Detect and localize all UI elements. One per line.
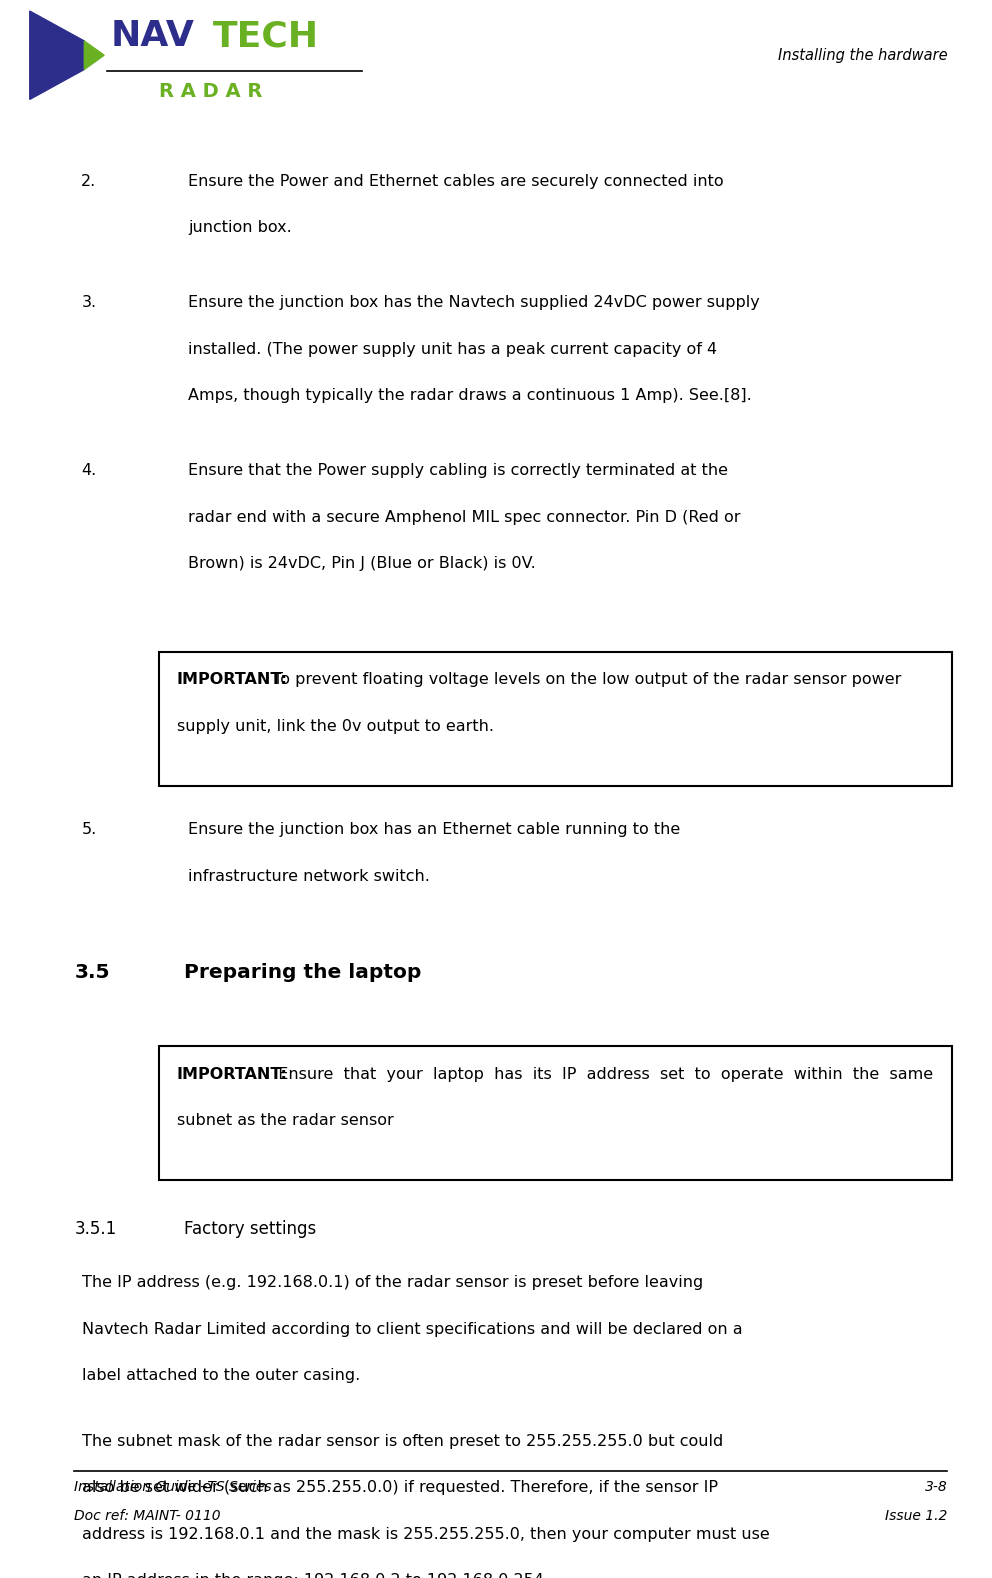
- Text: Ensure that the Power supply cabling is correctly terminated at the: Ensure that the Power supply cabling is …: [188, 462, 728, 478]
- Text: Doc ref: MAINT- 0110: Doc ref: MAINT- 0110: [74, 1509, 221, 1523]
- Polygon shape: [84, 41, 104, 69]
- Text: an IP address in the range: 192.168.0.2 to 192.168.0.254.: an IP address in the range: 192.168.0.2 …: [82, 1573, 550, 1578]
- Text: Factory settings: Factory settings: [184, 1220, 315, 1237]
- Text: radar end with a secure Amphenol MIL spec connector. Pin D (Red or: radar end with a secure Amphenol MIL spe…: [188, 510, 741, 525]
- Text: Amps, though typically the radar draws a continuous 1 Amp). See.[8].: Amps, though typically the radar draws a…: [188, 388, 752, 404]
- Text: NAV: NAV: [111, 19, 195, 54]
- Text: Installing the hardware: Installing the hardware: [778, 47, 947, 63]
- Text: 3-8: 3-8: [925, 1480, 947, 1494]
- Text: 2.: 2.: [81, 174, 96, 189]
- Text: 3.5.1: 3.5.1: [74, 1220, 117, 1237]
- Text: Installation Guide –TS Series: Installation Guide –TS Series: [74, 1480, 272, 1494]
- Text: Brown) is 24vDC, Pin J (Blue or Black) is 0V.: Brown) is 24vDC, Pin J (Blue or Black) i…: [188, 555, 537, 571]
- Text: The subnet mask of the radar sensor is often preset to 255.255.255.0 but could: The subnet mask of the radar sensor is o…: [82, 1433, 723, 1449]
- Text: junction box.: junction box.: [188, 219, 293, 235]
- Polygon shape: [30, 11, 84, 55]
- Text: Ensure the Power and Ethernet cables are securely connected into: Ensure the Power and Ethernet cables are…: [188, 174, 724, 189]
- Text: IMPORTANT:: IMPORTANT:: [177, 1067, 288, 1083]
- Text: label attached to the outer casing.: label attached to the outer casing.: [82, 1368, 360, 1384]
- Text: 3.: 3.: [81, 295, 96, 311]
- FancyBboxPatch shape: [159, 652, 952, 786]
- Text: Ensure the junction box has the Navtech supplied 24vDC power supply: Ensure the junction box has the Navtech …: [188, 295, 760, 311]
- Polygon shape: [30, 55, 84, 99]
- Text: R A D A R: R A D A R: [159, 82, 262, 101]
- Text: 3.5: 3.5: [74, 963, 110, 982]
- Text: Preparing the laptop: Preparing the laptop: [184, 963, 421, 982]
- Text: infrastructure network switch.: infrastructure network switch.: [188, 868, 431, 884]
- Text: Navtech Radar Limited according to client specifications and will be declared on: Navtech Radar Limited according to clien…: [82, 1321, 743, 1337]
- Text: also be set wider (such as 255.255.0.0) if requested. Therefore, if the sensor I: also be set wider (such as 255.255.0.0) …: [82, 1480, 718, 1496]
- FancyBboxPatch shape: [159, 1046, 952, 1180]
- Text: To prevent floating voltage levels on the low output of the radar sensor power: To prevent floating voltage levels on th…: [268, 672, 901, 688]
- Text: installed. (The power supply unit has a peak current capacity of 4: installed. (The power supply unit has a …: [188, 342, 717, 357]
- Text: supply unit, link the 0v output to earth.: supply unit, link the 0v output to earth…: [177, 718, 494, 734]
- Text: Ensure  that  your  laptop  has  its  IP  address  set  to  operate  within  the: Ensure that your laptop has its IP addre…: [268, 1067, 932, 1083]
- Text: subnet as the radar sensor: subnet as the radar sensor: [177, 1112, 393, 1128]
- Text: Ensure the junction box has an Ethernet cable running to the: Ensure the junction box has an Ethernet …: [188, 822, 681, 838]
- Text: 5.: 5.: [81, 822, 96, 838]
- Text: The IP address (e.g. 192.168.0.1) of the radar sensor is preset before leaving: The IP address (e.g. 192.168.0.1) of the…: [82, 1275, 703, 1291]
- Text: IMPORTANT:: IMPORTANT:: [177, 672, 288, 688]
- Text: TECH: TECH: [213, 19, 319, 54]
- Text: Issue 1.2: Issue 1.2: [885, 1509, 947, 1523]
- Text: address is 192.168.0.1 and the mask is 255.255.255.0, then your computer must us: address is 192.168.0.1 and the mask is 2…: [82, 1526, 770, 1542]
- Text: 4.: 4.: [81, 462, 96, 478]
